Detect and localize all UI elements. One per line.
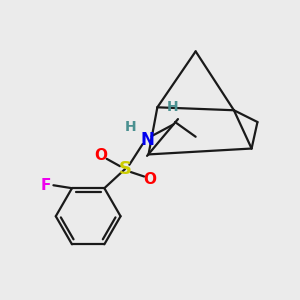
Text: O: O [143,172,157,187]
Text: S: S [118,160,131,178]
Text: H: H [125,120,137,134]
Text: O: O [94,148,107,164]
Text: N: N [140,131,154,149]
Text: F: F [40,178,51,193]
Text: H: H [166,100,178,114]
